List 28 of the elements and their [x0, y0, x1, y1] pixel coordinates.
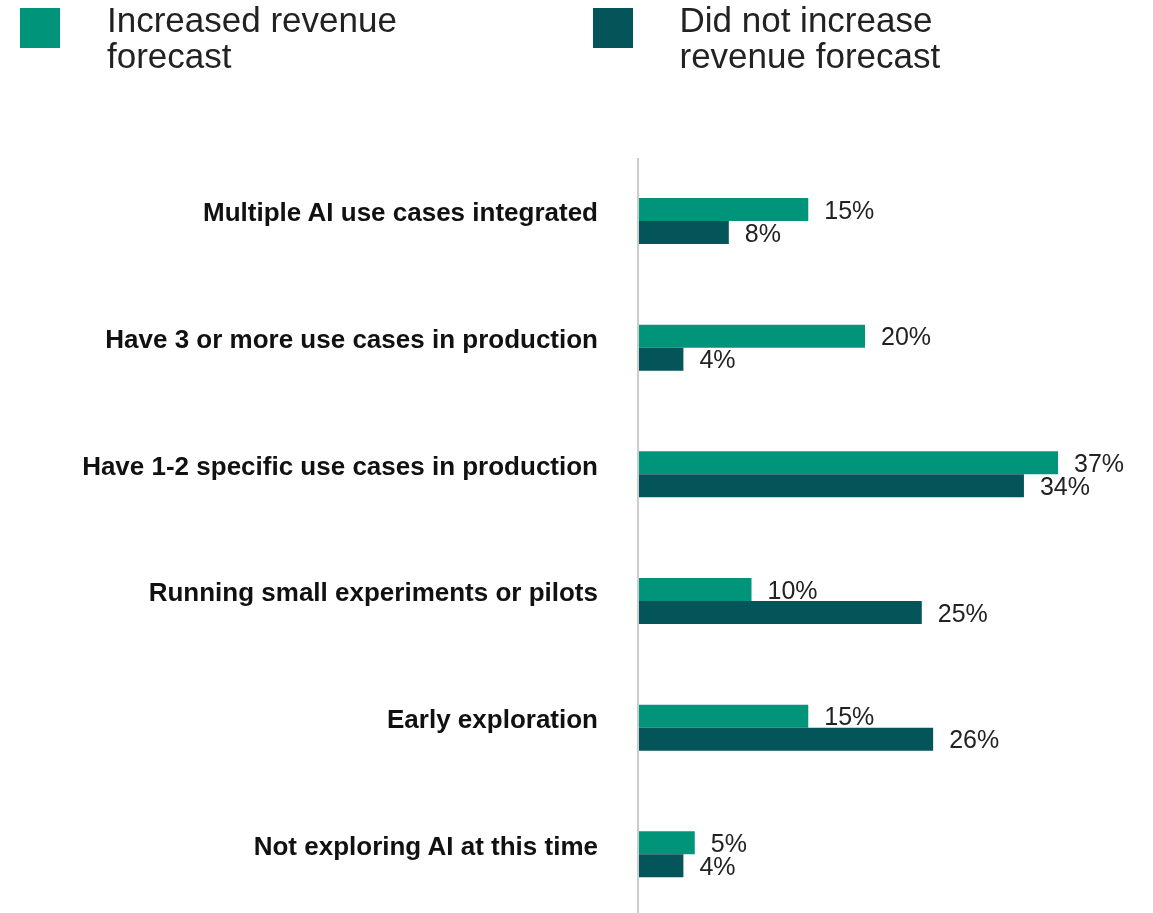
bar — [638, 221, 729, 244]
bar — [638, 474, 1024, 498]
bar — [638, 727, 934, 751]
data-label: 15% — [824, 195, 875, 224]
data-label: 10% — [767, 575, 818, 604]
bar — [638, 854, 684, 878]
data-label: 15% — [824, 702, 875, 731]
y-tick-label: Multiple AI use cases integrated — [203, 197, 598, 228]
data-label: 20% — [881, 322, 932, 351]
data-label: 4% — [699, 345, 736, 374]
bar — [638, 451, 1058, 475]
y-tick-label: Not exploring AI at this time — [253, 830, 598, 861]
data-label: 26% — [949, 725, 1000, 754]
legend-label: Did not increase revenue forecast — [679, 0, 942, 75]
legend-label: Increased revenue forecast — [107, 0, 398, 75]
bar — [638, 704, 809, 728]
y-tick-label: Early exploration — [387, 704, 598, 734]
data-label: 8% — [744, 218, 781, 247]
y-tick-label: Have 3 or more use cases in production — [105, 324, 598, 354]
bar — [638, 198, 809, 221]
bar — [638, 831, 695, 855]
bar — [638, 601, 922, 624]
bar — [638, 324, 866, 348]
data-label: 25% — [937, 598, 988, 627]
bar — [638, 347, 684, 371]
bar — [638, 578, 752, 601]
y-tick-label: Running small experiments or pilots — [148, 577, 598, 608]
y-tick-label: Have 1-2 specific use cases in production — [82, 450, 598, 481]
